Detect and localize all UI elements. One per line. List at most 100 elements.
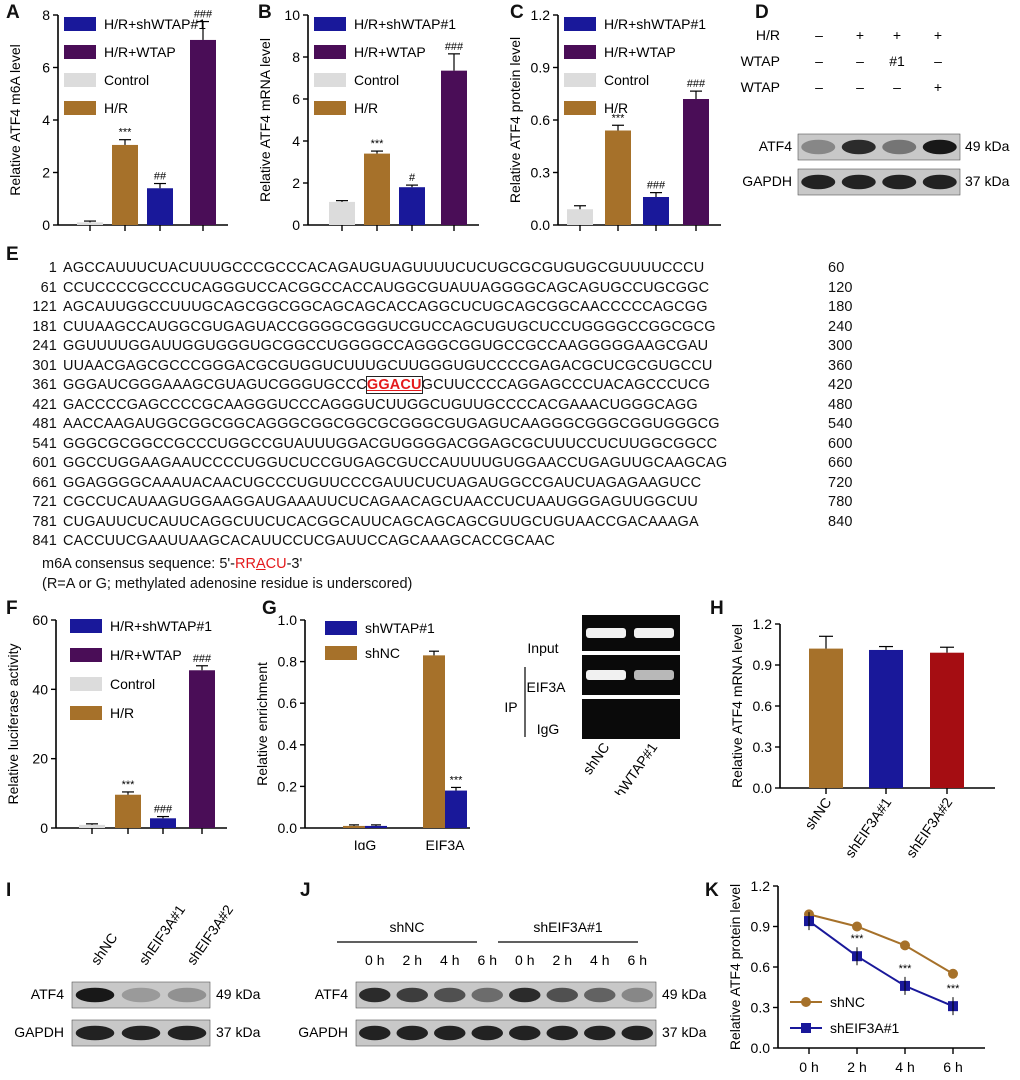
sequence-line: 841 CACCUUCGAAUUAAGCACAUUCCUCGAUUCCAGCAAA… <box>27 531 867 551</box>
panel-letter-i: I <box>6 880 12 901</box>
chartC-legend-label: H/R+WTAP <box>604 44 676 60</box>
sequence-text: GGAGGGGCAAAUACAACUGCCCUGUUCCCGAUUCUCUAGA… <box>63 474 702 491</box>
consensus-prefix: m6A consensus sequence: 5'- <box>42 556 235 572</box>
chartA-legend-label: H/R+shWTAP#1 <box>104 16 206 32</box>
chart-h-atf4-mrna: 0.0 0.3 0.6 0.9 1.2 Relative ATF4 mRNA level s… <box>729 616 995 860</box>
blotI-band-label: GAPDH <box>14 1024 64 1040</box>
chartA-legend-swatch <box>64 101 96 115</box>
sequence-line: 481 AACCAAGAUGGCGGCGGCAGGGCGGCGGCGCGGGCGU… <box>27 414 867 434</box>
blotJ-band-size: 37 kDa <box>662 1024 707 1040</box>
blotJ-atf4-band <box>471 987 503 1003</box>
chartK-point <box>900 940 910 951</box>
chartC-bar <box>567 209 593 225</box>
chartG-legend-label: shNC <box>365 645 400 661</box>
sequence-line: 241 GGUUUUGGAUUGGUGGGUGCGGCCUGGGGCCAGGGCG… <box>27 336 867 356</box>
gelG-gel-strip <box>582 699 680 739</box>
sequence-text-after-motif: GCUUCCCCAGGAGCCCUACAGCCCUCG <box>421 377 711 393</box>
chartH-x-tick-label: shEIF3A#1 <box>842 794 895 860</box>
chartC-legend-swatch <box>564 17 596 31</box>
chartF-bar <box>189 670 215 828</box>
sequence-end-number: 840 <box>828 513 853 530</box>
sequence-end-number: 420 <box>828 377 853 393</box>
panel-letter-d: D <box>755 2 769 23</box>
chartC-bar <box>643 197 669 225</box>
sequence-line: 601 GGCCUGGAAGAAUCCCCUGGUCUCCGUGAGCGUCCAU… <box>27 453 867 473</box>
blotD-condition-value: #1 <box>889 53 905 69</box>
blotD-condition-value: + <box>934 79 942 95</box>
chart-g-enrichment: 0.0 0.2 0.4 0.6 0.8 1.0 Relative enrichment IgG… <box>255 612 470 850</box>
chartK-legend-label: shEIF3A#1 <box>830 1020 899 1036</box>
blotD-condition-value: – <box>934 53 942 69</box>
sequence-start-number: 121 <box>32 299 57 315</box>
chartA-significance: ### <box>194 9 213 21</box>
panel-letter-a: A <box>6 2 20 23</box>
sequence-end-number: 480 <box>828 396 853 413</box>
chartB-legend-label: H/R+shWTAP#1 <box>354 16 456 32</box>
chartC-significance: ### <box>647 180 666 192</box>
sequence-text: CUGAUUCUCAUUCAGGCUUCUCACGGCAUUCAGCAGCAGC… <box>63 513 699 530</box>
blotJ-time-label: 0 h <box>365 952 384 968</box>
blotI-lane-label: shNC <box>87 930 120 968</box>
gelG-band <box>634 628 674 638</box>
chartG-y-tick-label: 0.6 <box>278 695 298 711</box>
blotD-condition-label: WTAP <box>741 79 780 95</box>
blotD-band-size: 37 kDa <box>965 173 1010 189</box>
sequence-start-number: 661 <box>32 474 57 491</box>
chartC-y-axis-label: Relative ATF4 protein level <box>507 37 523 203</box>
chartA-y-tick-label: 4 <box>42 112 50 128</box>
blotI-atf4-band <box>121 987 161 1003</box>
chartK-series-line <box>808 920 954 1008</box>
sequence-line: 781 CUGAUUCUCAUUCAGGCUUCUCACGGCAUUCAGCAGC… <box>27 512 867 532</box>
chartG-significance: *** <box>450 774 464 786</box>
blotJ-gapdh-band <box>509 1025 541 1041</box>
chartB-legend-label: H/R <box>354 100 378 116</box>
sequence-line: 361 GGGAUCGGGAAAGCGUAGUCGGGUGCCCGGACUGCUU… <box>27 375 867 395</box>
blotJ-band-label: ATF4 <box>315 986 348 1002</box>
blotD-condition-value: – <box>893 79 901 95</box>
chartA-y-tick-label: 6 <box>42 60 50 76</box>
chartB-legend-label: H/R+WTAP <box>354 44 426 60</box>
chartK-y-tick-label: 0.9 <box>751 919 771 935</box>
chart-c-atf4-protein: 0.0 0.3 0.6 0.9 1.2 Relative ATF4 protein lev… <box>507 7 721 233</box>
sequence-start-number: 721 <box>32 494 57 510</box>
chartH-x-tick-label: shNC <box>801 795 834 833</box>
blotJ-time-label: 4 h <box>590 952 609 968</box>
chartF-legend-label: Control <box>110 676 155 692</box>
blotJ-band-label: GAPDH <box>298 1024 348 1040</box>
blotD-gapdh-band <box>922 174 957 190</box>
chartG-y-tick-label: 0.4 <box>278 737 298 753</box>
sequence-start-number: 541 <box>32 435 57 452</box>
blotD-band-label: GAPDH <box>742 173 792 189</box>
chartH-bar <box>809 648 843 788</box>
chartK-y-tick-label: 0.6 <box>751 959 771 975</box>
blotD-condition-value: – <box>856 53 864 69</box>
chartH-bar <box>930 652 964 788</box>
sequence-line: 1 AGCCAUUUCUACUUUGCCCGCCCACAGAUGUAGUUUUCU… <box>27 258 867 278</box>
chartB-y-tick-label: 4 <box>292 133 300 149</box>
chartF-legend-swatch <box>70 619 102 633</box>
chartH-bar <box>869 649 903 788</box>
chartK-significance: *** <box>947 983 961 995</box>
sequence-text: GACCCCGAGCCCCGCAAGGGUCCCAGGGUCUUGGCUGUUG… <box>63 396 698 413</box>
blotD-gapdh-band <box>801 174 836 190</box>
sequence-end-number: 780 <box>828 494 853 510</box>
chartF-y-tick-label: 60 <box>32 612 48 628</box>
chartA-legend-label: H/R+WTAP <box>104 44 176 60</box>
chart-f-luciferase: 0 20 40 60 Relative luciferase activity *** ##… <box>5 612 227 836</box>
blotI-gapdh-band <box>121 1025 161 1041</box>
gelG-igg-label: IgG <box>537 721 560 737</box>
sequence-text: CGCCUCAUAAGUGGAAGGAUGAAAUUCUCAGAACAGCUAA… <box>63 494 698 510</box>
gelG-eif3a-label: EIF3A <box>527 679 567 695</box>
chartF-legend-swatch <box>70 648 102 662</box>
chartG-bar <box>423 655 445 828</box>
sequence-end-number: 360 <box>828 357 853 374</box>
chartC-y-tick-label: 0.0 <box>531 217 551 233</box>
sequence-start-number: 601 <box>32 455 57 471</box>
chartB-y-tick-label: 8 <box>292 49 300 65</box>
chartB-legend-swatch <box>314 45 346 59</box>
blotD-atf4-band <box>922 139 957 155</box>
sequence-start-number: 181 <box>32 318 57 335</box>
